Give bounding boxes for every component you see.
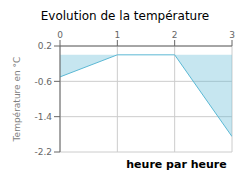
html-text:heure par heure: heure par heure [126, 158, 227, 171]
svg-text:-1.4: -1.4 [34, 112, 52, 122]
html-text:Evolution de la température: Evolution de la température [40, 9, 210, 23]
svg-text:2: 2 [172, 30, 178, 40]
svg-text:-2.2: -2.2 [34, 147, 52, 156]
svg-text:-0.6: -0.6 [34, 77, 52, 87]
svg-text:3: 3 [229, 30, 235, 40]
svg-text:1: 1 [114, 30, 120, 40]
svg-text:0.2: 0.2 [38, 41, 52, 51]
svg-text:Température en °C: Température en °C [12, 57, 22, 143]
svg-text:0: 0 [57, 30, 63, 40]
